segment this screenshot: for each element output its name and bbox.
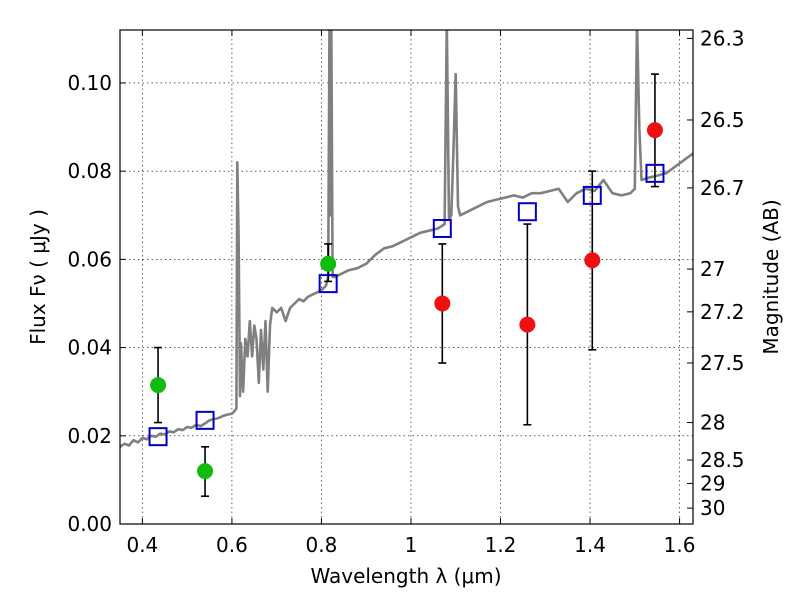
y2-tick-label: 29 [700, 471, 725, 495]
y2-tick-label: 27.5 [700, 351, 745, 375]
y2-tick-label: 30 [700, 496, 725, 520]
grid [120, 30, 693, 525]
y-axis-title: Flux Fν ( μJy ) [26, 209, 50, 345]
data-point [150, 377, 167, 394]
y-tick-label: 0.10 [67, 71, 112, 95]
plot-frame [119, 29, 694, 525]
model-point [318, 274, 338, 294]
spectrum-layer [120, 30, 693, 448]
data-point [646, 122, 663, 139]
x-tick-label: 0.6 [216, 533, 248, 557]
y2-tick-label: 28 [700, 411, 725, 435]
x-tick-label: 0.8 [306, 533, 338, 557]
x-tick-label: 1 [405, 533, 418, 557]
model-point [582, 185, 602, 205]
y-tick-label: 0.02 [67, 424, 112, 448]
model-point [148, 427, 168, 447]
y-tick-label: 0.08 [67, 159, 112, 183]
y-axis-ticks: 0.00 0.02 0.04 0.06 0.08 0.10 [67, 71, 126, 536]
x-tick-label: 1.4 [574, 533, 606, 557]
plot-background [120, 30, 693, 524]
y-tick-label: 0.04 [67, 336, 112, 360]
model-point [517, 202, 537, 222]
y-tick-label: 0.06 [67, 247, 112, 271]
model-point [195, 410, 215, 430]
data-point [434, 295, 451, 312]
data-point [197, 463, 214, 480]
marker-layer [148, 122, 665, 480]
model-point [432, 218, 452, 238]
y2-tick-label: 26.3 [700, 26, 745, 50]
y2-tick-label: 28.5 [700, 448, 745, 472]
spectrum-line [120, 30, 693, 448]
y2-axis-title: Magnitude (AB) [759, 199, 783, 354]
data-point [584, 252, 601, 269]
x-axis-title: Wavelength λ (μm) [310, 564, 501, 588]
x-tick-label: 1.2 [485, 533, 517, 557]
y2-tick-label: 26.5 [700, 108, 745, 132]
y2-tick-label: 27.2 [700, 300, 745, 324]
model-point [645, 163, 665, 183]
data-point [320, 255, 337, 272]
y-tick-label: 0.00 [67, 512, 112, 536]
x-tick-label: 0.4 [126, 533, 158, 557]
plot-area [120, 30, 693, 498]
y2-tick-label: 26.7 [700, 176, 745, 200]
x-tick-label: 1.6 [664, 533, 696, 557]
x-axis-ticks: 0.4 0.6 0.8 1 1.2 1.4 1.6 [126, 30, 695, 557]
data-point [519, 316, 536, 333]
y2-tick-label: 27 [700, 257, 725, 281]
